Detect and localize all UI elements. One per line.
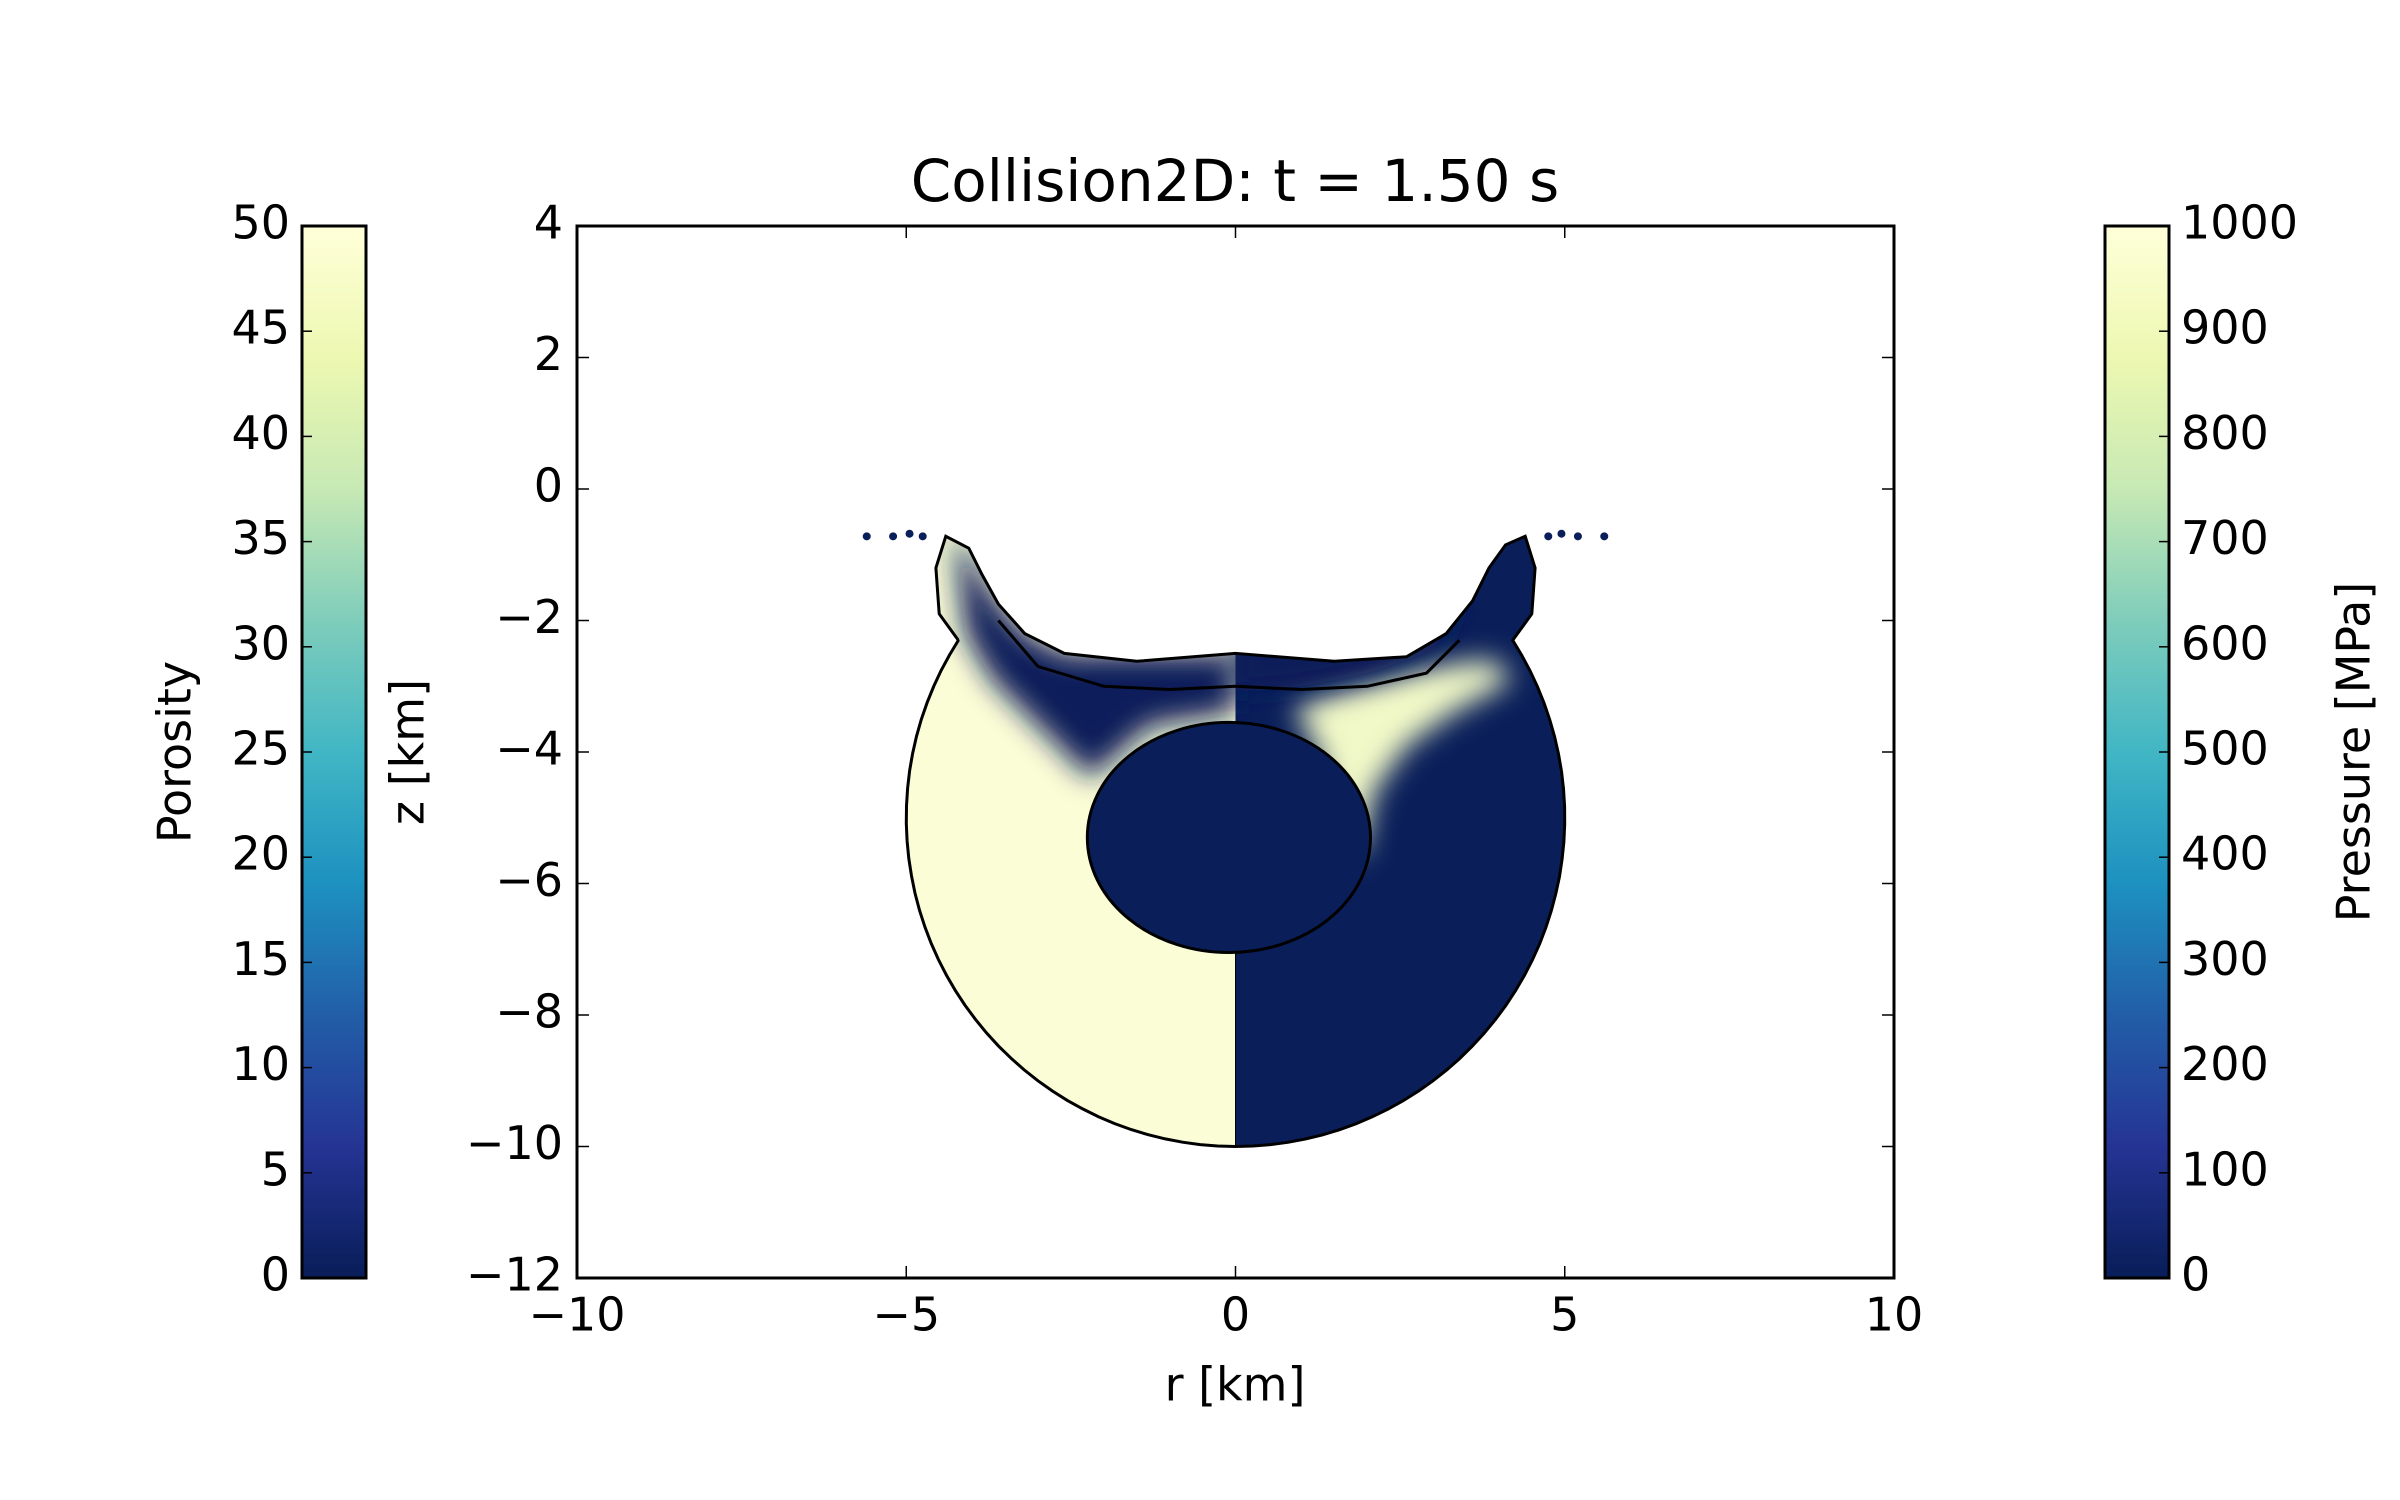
colorbar-label: Pressure [MPa] [2327,582,2381,923]
ejecta-dot [918,532,927,541]
colorbar-tick-label: 300 [2181,932,2269,986]
colorbar-tick-label: 20 [231,827,290,881]
ejecta-dot [1544,532,1553,541]
colorbar-tick-label: 5 [261,1142,290,1196]
contour-projectile [1085,720,1372,955]
y-axis-label: z [km] [381,679,435,825]
porosity-crater [952,536,1236,779]
ejecta-dot [1573,532,1582,541]
colorbar-tick-label: 45 [231,301,290,355]
colorbar [2103,224,2171,1280]
ejecta-dot [1600,532,1609,541]
y-tick-label: −2 [495,590,563,644]
y-tick-label: −12 [466,1248,563,1302]
x-tick-label: −10 [528,1288,625,1342]
colorbar-tick-label: 40 [231,406,290,460]
projectile [1087,722,1371,953]
x-tick-label: 10 [1865,1288,1924,1342]
y-tick-label: 4 [534,196,563,250]
colorbar-tick-label: 15 [231,932,290,986]
colorbar-tick-label: 0 [2181,1248,2210,1302]
y-tick-label: −6 [495,853,563,907]
colorbar-tick-label: 0 [261,1248,290,1302]
ejecta-dot [905,529,914,538]
chart-title: Collision2D: t = 1.50 s [911,147,1559,215]
colorbar-tick-label: 35 [231,511,290,565]
contour-surface [997,619,1461,692]
y-tick-label: 2 [534,327,563,381]
colorbar-tick-label: 600 [2181,616,2269,670]
ejecta-dot [1557,529,1566,538]
x-tick-label: 5 [1550,1288,1579,1342]
colorbar-tick-label: 800 [2181,406,2269,460]
y-tick-label: 0 [534,459,563,513]
colorbar-tick-label: 25 [231,722,290,776]
colorbar-tick-label: 200 [2181,1037,2269,1091]
colorbar-tick-label: 100 [2181,1142,2269,1196]
x-tick-label: 0 [1221,1288,1250,1342]
colorbar [300,224,368,1280]
colorbar-tick-label: 1000 [2181,196,2298,250]
y-tick-label: −4 [495,722,563,776]
colorbar-tick-label: 700 [2181,511,2269,565]
colorbar-tick-label: 10 [231,1037,290,1091]
colorbar-tick-label: 500 [2181,722,2269,776]
x-axis-label: r [km] [1165,1358,1306,1412]
x-tick-label: −5 [872,1288,940,1342]
colorbar-tick-label: 50 [231,196,290,250]
ejecta-dot [862,532,871,541]
colorbar-tick-label: 900 [2181,301,2269,355]
colorbar-label: Porosity [148,661,202,843]
y-tick-label: −10 [466,1116,563,1170]
colorbar-tick-label: 400 [2181,827,2269,881]
body-outline [904,534,1567,1149]
ejecta-dot [889,532,898,541]
y-tick-label: −8 [495,985,563,1039]
colorbar-tick-label: 30 [231,616,290,670]
